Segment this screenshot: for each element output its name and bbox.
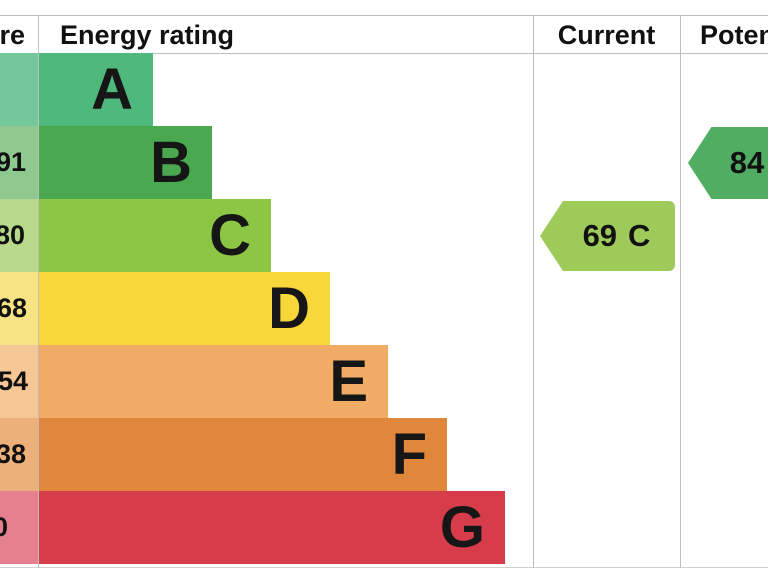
- band-letter: E: [329, 349, 368, 414]
- score-cell: 21-38: [0, 418, 38, 491]
- epc-row-a: 92+ A: [0, 53, 768, 126]
- epc-row-c: 69-80 C: [0, 199, 768, 272]
- band-bar: C: [39, 199, 271, 272]
- score-cell: 92+: [0, 53, 38, 126]
- score-range: 1-20: [0, 512, 9, 542]
- band-bar: F: [39, 418, 447, 491]
- energy-rating-header: Energy rating: [60, 20, 235, 50]
- potential-score: 84: [729, 145, 765, 180]
- band-letter: D: [268, 276, 310, 341]
- score-cell: 81-91: [0, 126, 38, 199]
- score-range: 39-54: [0, 366, 29, 396]
- current-column-header: Current: [557, 20, 656, 50]
- score-range: 81-91: [0, 147, 27, 177]
- score-column-header: Score: [0, 20, 26, 50]
- score-cell: 55-68: [0, 272, 38, 345]
- score-cell: 39-54: [0, 345, 38, 418]
- band-letter: F: [391, 422, 427, 487]
- epc-row-g: 1-20 G: [0, 491, 768, 564]
- current-score: 69: [582, 218, 618, 253]
- score-cell: 69-80: [0, 199, 38, 272]
- score-range: 69-80: [0, 220, 26, 250]
- current-rating-arrow: 69 C: [540, 201, 675, 271]
- epc-row-e: 39-54 E: [0, 345, 768, 418]
- grid-line-score-divider: [38, 15, 39, 568]
- grid-line-top: [0, 15, 768, 16]
- score-cell: 1-20: [0, 491, 38, 564]
- band-bar: E: [39, 345, 388, 418]
- band-letter: G: [439, 495, 485, 560]
- grid-line-bottom: [0, 567, 768, 568]
- band-bar: D: [39, 272, 330, 345]
- grid-line-potential-divider: [680, 15, 681, 568]
- grid-line-header-bottom: [0, 53, 768, 54]
- epc-row-f: 21-38 F: [0, 418, 768, 491]
- score-range: 55-68: [0, 293, 28, 323]
- potential-column-header: Potential: [700, 20, 768, 50]
- band-bar: B: [39, 126, 212, 199]
- band-bar: G: [39, 491, 505, 564]
- current-band: C: [628, 218, 651, 253]
- band-bar: A: [39, 53, 153, 126]
- score-range: 21-38: [0, 439, 27, 469]
- grid-line-current-divider: [533, 15, 534, 568]
- epc-row-b: 81-91 B: [0, 126, 768, 199]
- epc-row-d: 55-68 D: [0, 272, 768, 345]
- band-letter: B: [150, 130, 192, 195]
- band-letter: A: [91, 57, 133, 122]
- band-letter: C: [209, 203, 251, 268]
